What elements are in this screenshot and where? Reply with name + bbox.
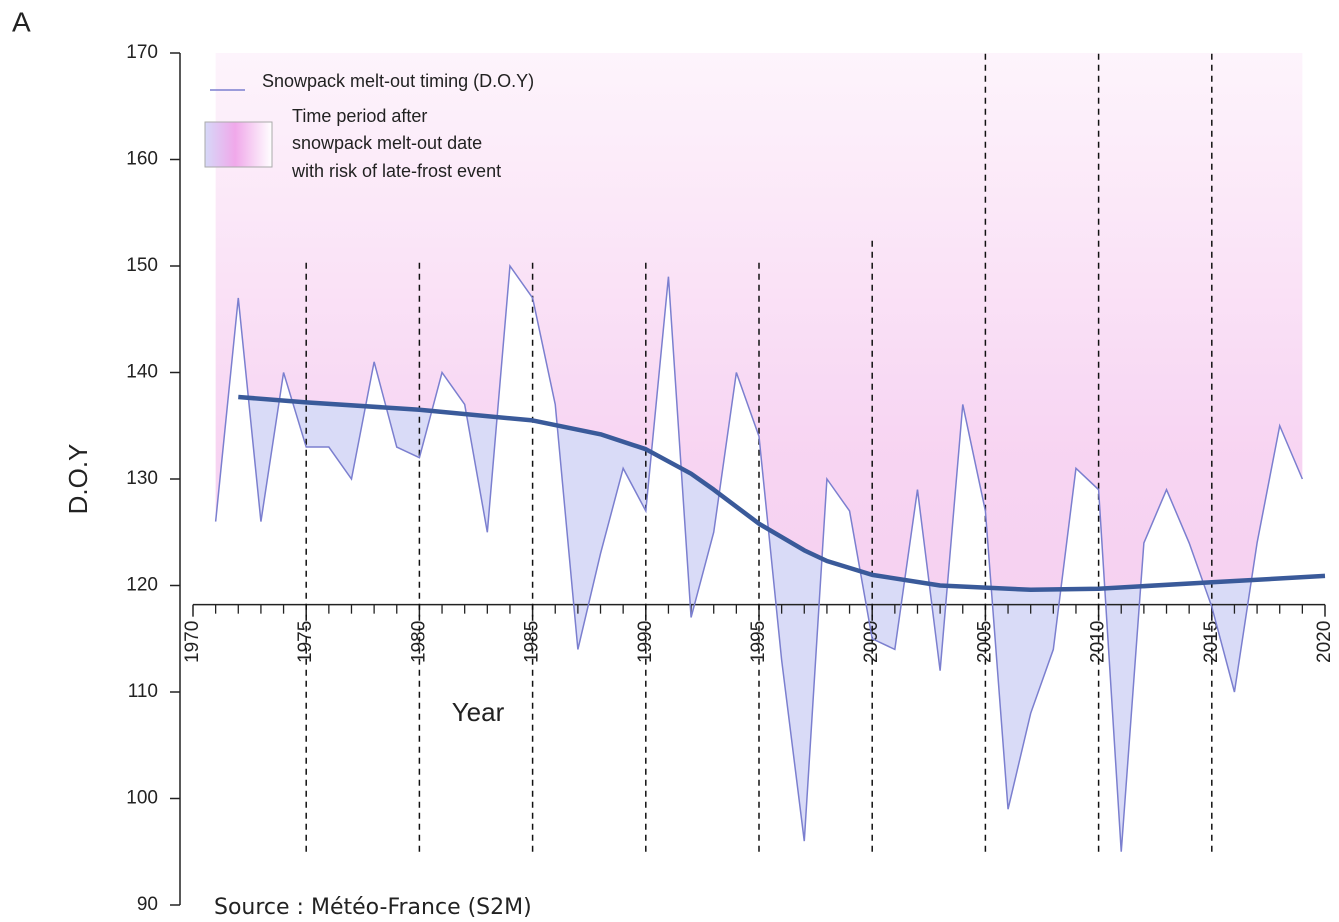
y-tick-label: 120 [126, 575, 158, 596]
legend-label: Time period after [292, 106, 427, 126]
source: Source : Météo-France (S2M) [214, 895, 532, 920]
y-tick-label: 130 [126, 468, 158, 489]
y-tick-label: 90 [137, 894, 158, 915]
y-tick-label: 160 [126, 149, 158, 170]
legend-label: with risk of late-frost event [291, 161, 501, 181]
y-axis-label: D.O.Y [63, 444, 93, 515]
panel-label: A [12, 6, 31, 37]
y-tick-label: 150 [126, 255, 158, 276]
y-tick-label: 140 [126, 362, 158, 383]
x-tick-label: 1970 [182, 621, 203, 663]
trend-line [238, 394, 1326, 593]
below-trend-area [238, 396, 1303, 852]
y-tick-label: 170 [126, 42, 158, 63]
legend-label: Snowpack melt-out timing (D.O.Y) [262, 71, 534, 91]
y-tick-label: 100 [126, 788, 158, 809]
x-axis-label: Year [452, 697, 505, 727]
shading [215, 53, 1303, 852]
x-tick-label: 2020 [1314, 621, 1335, 663]
legend-swatch [204, 121, 273, 168]
data-line [214, 263, 1304, 852]
y-tick-label: 110 [128, 681, 158, 702]
legend-label: snowpack melt-out date [292, 133, 482, 153]
